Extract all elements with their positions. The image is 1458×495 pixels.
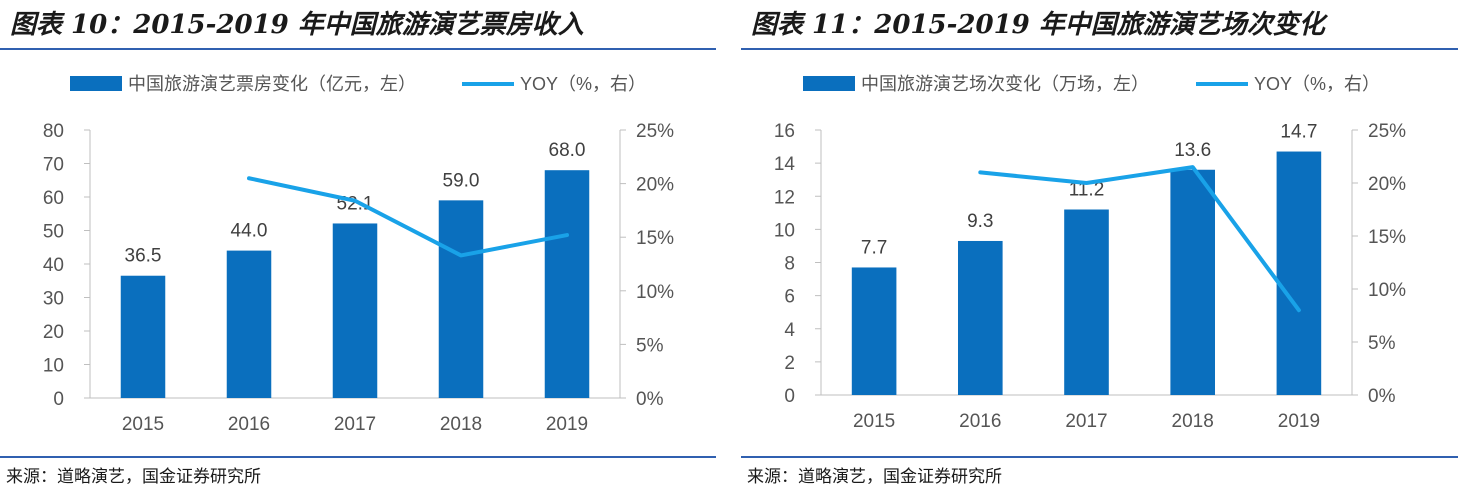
y-tick-label: 6 bbox=[784, 287, 795, 308]
y-tick-label: 12 bbox=[774, 187, 795, 208]
bar bbox=[1276, 151, 1322, 395]
y2-tick-label: 25% bbox=[636, 121, 674, 142]
x-tick-label: 2019 bbox=[546, 414, 588, 435]
x-tick-label: 2016 bbox=[959, 411, 1001, 432]
x-tick-label: 2018 bbox=[1172, 411, 1214, 432]
y-tick-label: 70 bbox=[43, 155, 64, 176]
legend-bar-swatch bbox=[803, 76, 855, 91]
bar-value-label: 59.0 bbox=[443, 170, 480, 191]
x-tick-label: 2018 bbox=[440, 414, 482, 435]
bar bbox=[438, 200, 484, 398]
y2-tick-label: 15% bbox=[1368, 227, 1406, 248]
bar bbox=[1064, 209, 1109, 395]
x-tick-label: 2016 bbox=[228, 414, 270, 435]
source-note: 来源：道略演艺，国金证券研究所 bbox=[6, 467, 261, 487]
revenue-chart: 中国旅游演艺票房变化（亿元，左） YOY（%，右） 0 10 20 30 40 50 60 70 8… bbox=[43, 74, 674, 435]
x-tick-label: 2017 bbox=[1065, 411, 1107, 432]
y-tick-label: 2 bbox=[784, 353, 795, 374]
bar-value-label: 14.7 bbox=[1280, 122, 1317, 143]
bar bbox=[544, 170, 590, 398]
yoy-line bbox=[247, 176, 569, 258]
y-tick-label: 80 bbox=[43, 121, 64, 142]
y2-tick-label: 0% bbox=[636, 389, 664, 410]
bar bbox=[851, 267, 897, 395]
y2-tick-label: 25% bbox=[1368, 121, 1406, 142]
y-tick-label: 60 bbox=[43, 188, 64, 209]
performances-chart: 中国旅游演艺场次变化（万场，左） YOY（%，右） 0 2 4 6 8 10 12 14 16 0% 5… bbox=[774, 74, 1406, 432]
y-tick-label: 8 bbox=[784, 254, 795, 275]
bar-value-label: 13.6 bbox=[1174, 140, 1211, 161]
legend-line-label: YOY（%，右） bbox=[1254, 74, 1380, 94]
x-tick-label: 2015 bbox=[853, 411, 895, 432]
bar-value-label: 9.3 bbox=[967, 211, 993, 232]
y-tick-label: 14 bbox=[774, 154, 796, 175]
y-tick-label: 0 bbox=[53, 389, 64, 410]
title-divider bbox=[0, 48, 716, 50]
y-tick-label: 20 bbox=[43, 322, 64, 343]
bar bbox=[1170, 169, 1216, 395]
y-tick-label: 10 bbox=[43, 356, 64, 377]
bar-value-label: 44.0 bbox=[231, 221, 268, 242]
legend-bar-label: 中国旅游演艺票房变化（亿元，左） bbox=[128, 74, 416, 94]
bar-value-label: 7.7 bbox=[861, 237, 887, 258]
y2-tick-label: 5% bbox=[636, 335, 664, 356]
source-note: 来源：道略演艺，国金证券研究所 bbox=[747, 467, 1002, 487]
title-divider bbox=[741, 48, 1458, 50]
y2-tick-label: 10% bbox=[636, 282, 674, 303]
y-tick-label: 0 bbox=[784, 386, 795, 407]
y2-tick-label: 20% bbox=[636, 175, 674, 196]
y2-tick-label: 0% bbox=[1368, 386, 1396, 407]
source-divider bbox=[0, 456, 716, 458]
y-tick-label: 50 bbox=[43, 222, 64, 243]
y-tick-label: 4 bbox=[784, 320, 795, 341]
yoy-line bbox=[978, 165, 1301, 313]
figure-title: 图表 10：2015-2019 年中国旅游演艺票房收入 bbox=[10, 10, 584, 40]
bar bbox=[120, 275, 166, 398]
y2-tick-label: 20% bbox=[1368, 174, 1406, 195]
y-tick-label: 10 bbox=[774, 220, 795, 241]
bar-value-label: 68.0 bbox=[549, 140, 586, 161]
bar-value-label: 36.5 bbox=[125, 246, 162, 267]
bar-value-label: 11.2 bbox=[1069, 180, 1105, 201]
y2-tick-label: 10% bbox=[1368, 280, 1406, 301]
x-tick-label: 2015 bbox=[122, 414, 164, 435]
legend-bar-swatch bbox=[70, 76, 122, 91]
y-tick-label: 40 bbox=[43, 255, 64, 276]
x-tick-label: 2019 bbox=[1278, 411, 1320, 432]
figure-title: 图表 11：2015-2019 年中国旅游演艺场次变化 bbox=[751, 10, 1325, 40]
y2-tick-label: 5% bbox=[1368, 333, 1396, 354]
y-tick-label: 30 bbox=[43, 289, 64, 310]
bar bbox=[332, 223, 378, 398]
figure-panel-10: 图表 10：2015-2019 年中国旅游演艺票房收入 中国旅游演艺票房变化（亿… bbox=[0, 0, 716, 495]
legend-line-label: YOY（%，右） bbox=[520, 74, 646, 94]
figure-panel-11: 图表 11：2015-2019 年中国旅游演艺场次变化 中国旅游演艺场次变化（万… bbox=[741, 0, 1458, 495]
x-tick-label: 2017 bbox=[334, 414, 376, 435]
y2-tick-label: 15% bbox=[636, 228, 674, 249]
legend-bar-label: 中国旅游演艺场次变化（万场，左） bbox=[861, 74, 1149, 94]
bar bbox=[226, 250, 272, 398]
bar bbox=[957, 240, 1003, 395]
source-divider bbox=[741, 456, 1458, 458]
y-tick-label: 16 bbox=[774, 121, 795, 142]
